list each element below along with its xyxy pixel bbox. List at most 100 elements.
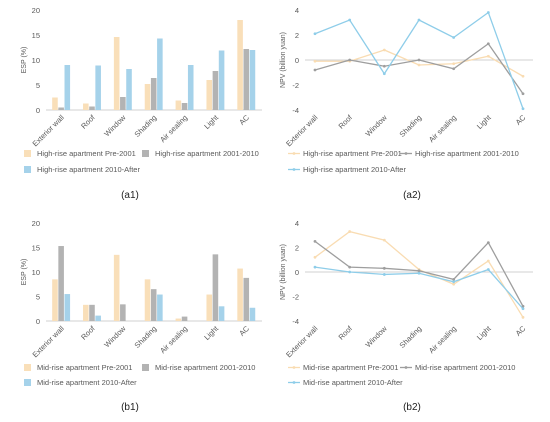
legend-marker (292, 366, 296, 369)
x-tick-label: Shading (133, 324, 159, 350)
panel-label: (a2) (403, 190, 421, 201)
bar-1 (52, 97, 58, 110)
legend-marker (292, 152, 296, 155)
bar-2 (150, 289, 157, 321)
series-point-2 (313, 239, 317, 243)
panel-label: (a1) (121, 190, 139, 201)
series-point-1 (521, 315, 525, 319)
bar-1 (83, 103, 89, 110)
legend-label: Mid-rise apartment Pre-2001 (303, 363, 398, 372)
x-tick-label: Roof (337, 323, 355, 341)
x-tick-label: Exterior wall (31, 324, 66, 359)
series-point-1 (521, 74, 525, 78)
legend-label: Mid-rise apartment 2001-2010 (155, 363, 255, 372)
legend-marker (292, 381, 296, 384)
bar-2 (120, 97, 126, 110)
series-point-3 (486, 11, 490, 14)
series-point-2 (382, 266, 386, 270)
y-tick-label: 20 (32, 6, 40, 15)
series-point-2 (348, 58, 352, 62)
legend-swatch (142, 364, 149, 371)
x-tick-label: Light (202, 112, 221, 131)
series-point-1 (452, 282, 456, 286)
bar-2 (150, 78, 157, 110)
y-tick-label: 2 (295, 31, 299, 40)
series-point-2 (348, 265, 352, 269)
legend-marker (404, 366, 408, 369)
y-axis-label: NPV (billion yuan) (280, 32, 287, 88)
series-point-1 (452, 62, 456, 66)
series-point-2 (382, 64, 386, 68)
y-tick-label: 4 (295, 219, 299, 228)
series-point-3 (486, 268, 490, 271)
series-line-1 (315, 49, 524, 77)
x-tick-label: Light (202, 323, 221, 342)
bar-3 (187, 65, 194, 110)
bar-2 (58, 246, 64, 321)
y-tick-label: 5 (36, 81, 40, 90)
series-point-3 (452, 36, 456, 39)
series-point-3 (417, 18, 421, 22)
x-tick-label: Roof (79, 112, 97, 130)
series-point-3 (313, 32, 317, 36)
bar-1 (113, 37, 120, 110)
chart-b2: -4 -2 0 2 4 NPV (billion yuan) Exterior wall Ro… (280, 219, 533, 413)
bar-3 (218, 306, 225, 321)
legend-label: High-rise apartment 2010-After (303, 165, 406, 174)
y-axis-label: NPV (billion yuan) (280, 244, 287, 300)
bar-2 (89, 106, 95, 110)
x-tick-label: Exterior wall (284, 324, 319, 359)
series-point-3 (521, 307, 525, 311)
y-tick-label: 0 (36, 317, 40, 326)
bar-3 (95, 315, 101, 321)
bar-1 (175, 318, 182, 321)
x-tick-label: Light (475, 112, 494, 131)
bar-1 (206, 294, 213, 321)
series-point-3 (452, 280, 456, 284)
x-tick-label: Air sealing (158, 113, 189, 144)
series-point-2 (417, 58, 421, 62)
x-tick-label: Air sealing (427, 324, 458, 355)
bar-1 (144, 84, 151, 110)
bar-1 (175, 100, 182, 110)
x-tick-label: Shading (398, 113, 424, 139)
bar-3 (249, 307, 256, 321)
y-tick-label: -4 (292, 106, 299, 115)
legend-swatch (142, 150, 149, 157)
bar-2 (89, 304, 95, 321)
legend-label: Mid-rise apartment Pre-2001 (37, 363, 132, 372)
series-point-3 (382, 273, 386, 276)
bar-1 (52, 279, 58, 321)
series-point-2 (486, 42, 490, 46)
y-tick-label: 15 (32, 244, 40, 253)
bar-2 (212, 71, 219, 110)
series-point-2 (313, 68, 317, 72)
legend-label: Mid-rise apartment 2010-After (303, 378, 403, 387)
bar-2 (120, 304, 126, 321)
legend-label: Mid-rise apartment 2001-2010 (415, 363, 515, 372)
chart-b1: 0 5 10 15 20 ESP (%) Exterior wall Roof Window Sh… (21, 219, 262, 413)
bar-3 (218, 50, 225, 110)
x-tick-label: Air sealing (427, 113, 458, 144)
series-point-1 (348, 230, 352, 233)
legend-label: High-rise apartment Pre-2001 (303, 149, 402, 158)
x-tick-label: Light (475, 323, 494, 342)
series-point-3 (521, 107, 525, 111)
y-tick-label: 0 (36, 106, 40, 115)
y-tick-label: 10 (32, 268, 40, 277)
series-line-2 (314, 42, 524, 95)
y-tick-label: 2 (295, 244, 299, 253)
bar-2 (212, 254, 219, 321)
series-point-1 (382, 48, 386, 52)
bar-3 (95, 65, 101, 110)
x-tick-label: Window (102, 324, 128, 350)
y-tick-label: 20 (32, 219, 40, 228)
bar-2 (181, 103, 188, 110)
y-tick-label: 10 (32, 56, 40, 65)
series-point-3 (348, 18, 352, 22)
chart-a2: -4 -2 0 2 4 NPV (billion yuan) Exterior wall Ro… (280, 6, 533, 201)
y-axis-label: ESP (%) (21, 259, 28, 286)
x-tick-label: Roof (337, 112, 355, 130)
series-point-1 (313, 255, 317, 259)
x-tick-label: AC (514, 113, 528, 127)
